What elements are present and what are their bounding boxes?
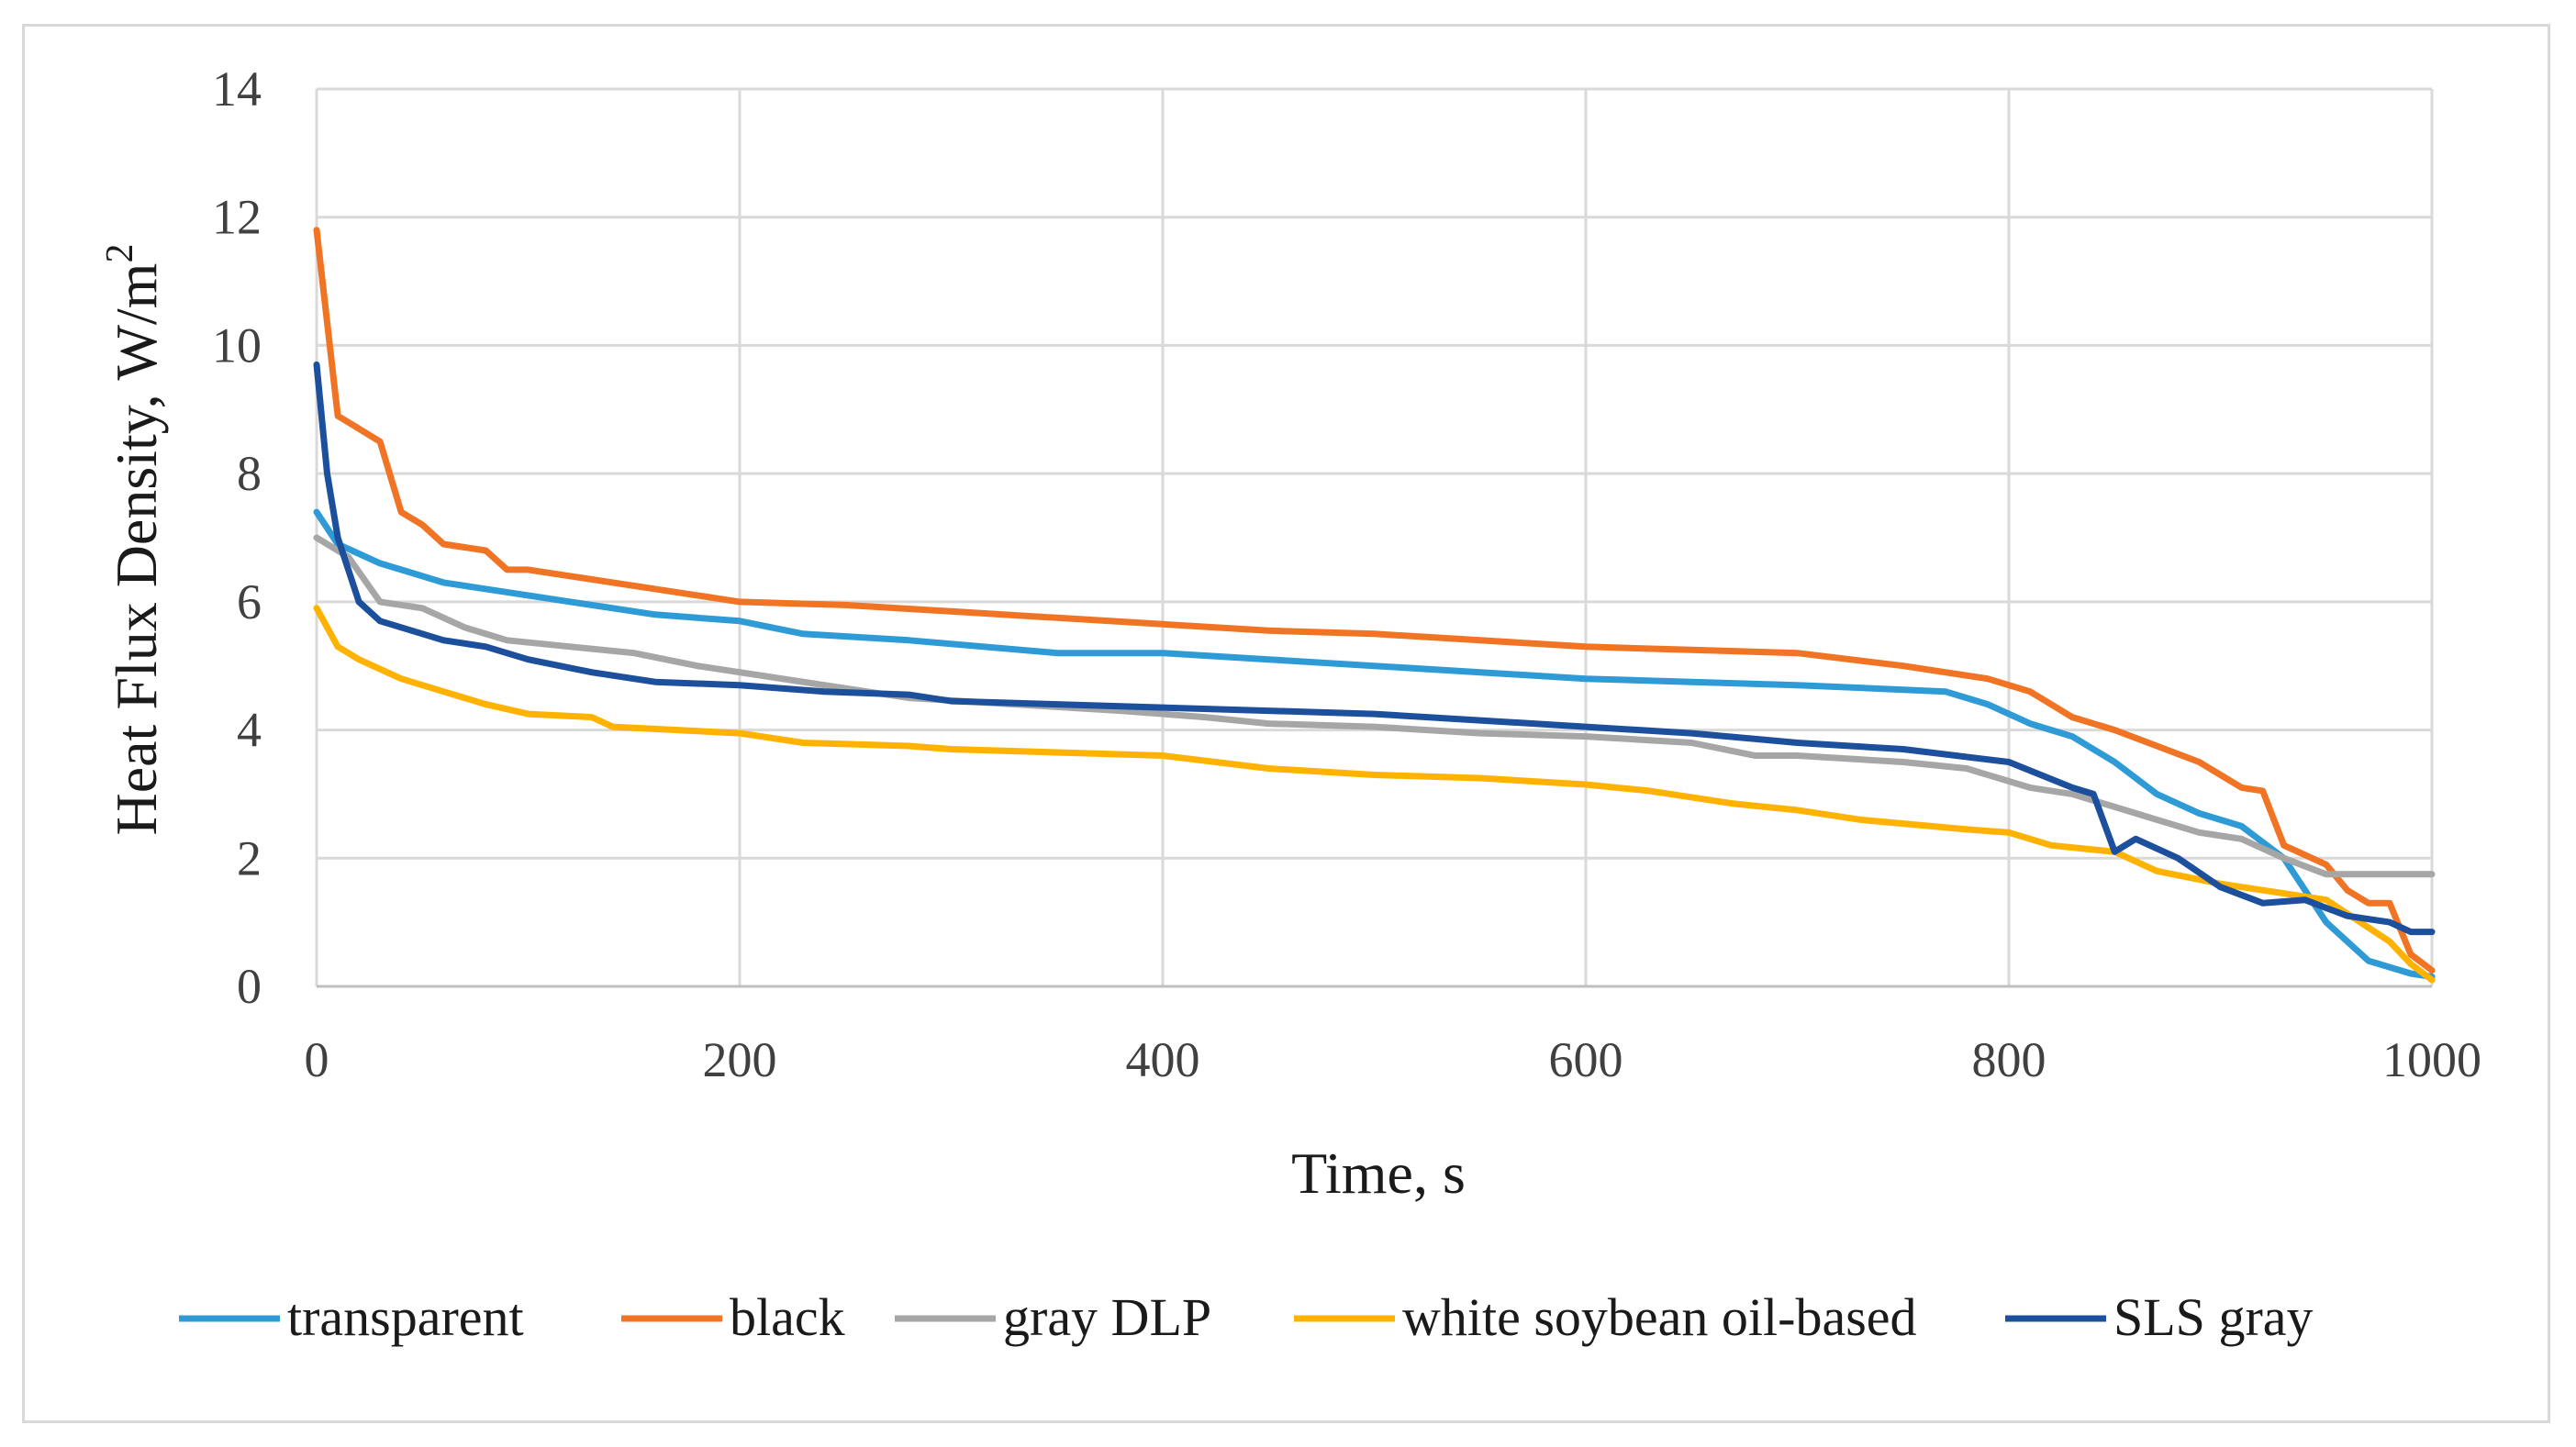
series-line-gray-dlp <box>313 534 2436 878</box>
y-tick-label: 2 <box>237 830 262 885</box>
x-axis-title: Time, s <box>1291 1141 1466 1206</box>
series-lines <box>313 227 2436 984</box>
legend-label: gray DLP <box>1003 1287 1211 1347</box>
legend-label: black <box>730 1287 845 1347</box>
x-tick-label: 600 <box>1549 1032 1623 1087</box>
y-tick-label: 6 <box>237 574 262 629</box>
y-axis-title-main: Heat Flux Density, W/m <box>104 263 169 836</box>
legend-item: white soybean oil-based <box>1294 1287 1917 1347</box>
y-tick-labels: 0 2 4 6 8 10 12 14 <box>212 61 262 1014</box>
x-tick-label: 400 <box>1126 1032 1200 1087</box>
legend-item: SLS gray <box>2005 1287 2314 1347</box>
x-tick-label: 1000 <box>2382 1032 2481 1087</box>
legend-label: white soybean oil-based <box>1402 1287 1917 1347</box>
x-tick-label: 200 <box>703 1032 777 1087</box>
legend: transparent black gray DLP white soybean oi… <box>179 1287 2314 1347</box>
legend-item: transparent <box>179 1287 524 1347</box>
y-tick-label: 4 <box>237 703 262 758</box>
y-tick-label: 12 <box>212 190 262 245</box>
legend-item: black <box>621 1287 845 1347</box>
x-tick-label: 0 <box>305 1032 329 1087</box>
legend-item: gray DLP <box>895 1287 1211 1347</box>
x-tick-labels: 0 200 400 600 800 1000 <box>305 1032 2482 1087</box>
legend-label: SLS gray <box>2113 1287 2314 1347</box>
x-tick-label: 800 <box>1972 1032 2046 1087</box>
series-line-black <box>313 227 2436 974</box>
y-axis-title-superscript: 2 <box>99 244 141 263</box>
y-tick-label: 14 <box>212 61 262 117</box>
legend-label: transparent <box>287 1287 524 1347</box>
y-tick-label: 10 <box>212 317 262 373</box>
y-tick-label: 8 <box>237 446 262 501</box>
series-line-white-soybean-oil-based <box>313 605 2436 984</box>
y-tick-label: 0 <box>237 959 262 1014</box>
y-axis-title: Heat Flux Density, W/m2 <box>99 244 169 836</box>
series-line-transparent <box>313 508 2436 980</box>
series-line-sls-gray <box>313 361 2436 936</box>
